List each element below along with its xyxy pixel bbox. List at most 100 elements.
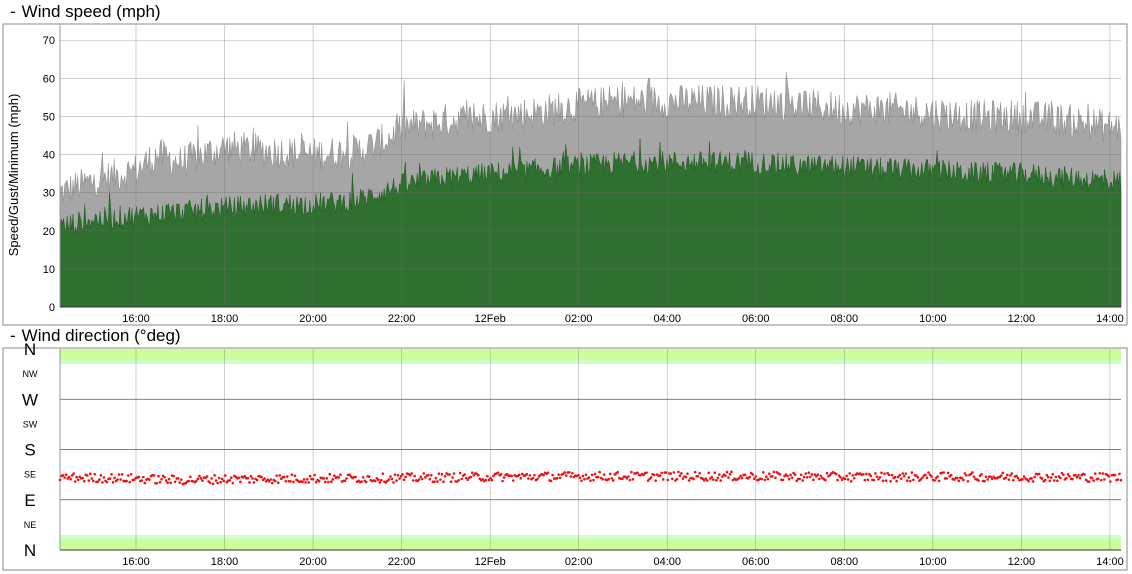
direction-point — [768, 472, 771, 476]
direction-point — [101, 481, 104, 484]
wind-speed-collapse-toggle[interactable]: - — [10, 2, 16, 21]
direction-point — [711, 478, 715, 481]
direction-point — [275, 474, 279, 477]
direction-point — [743, 473, 747, 477]
wind-speed-panel-header: - Wind speed (mph) — [10, 2, 161, 22]
direction-point — [631, 478, 635, 481]
direction-point — [1062, 473, 1065, 477]
direction-point — [825, 471, 829, 475]
direction-point — [360, 480, 363, 483]
direction-point — [912, 478, 915, 482]
direction-point — [1078, 476, 1082, 480]
direction-point — [248, 481, 251, 484]
direction-point — [364, 480, 368, 484]
direction-point — [69, 477, 72, 481]
direction-point — [771, 475, 774, 478]
direction-point — [563, 471, 567, 474]
direction-y-tick-label: N — [24, 340, 36, 359]
direction-point — [1083, 473, 1086, 476]
direction-point — [449, 480, 453, 484]
direction-point — [1092, 479, 1096, 482]
direction-point — [160, 477, 163, 481]
direction-point — [260, 475, 263, 479]
direction-point — [273, 479, 277, 483]
direction-point — [487, 478, 491, 482]
direction-point — [1006, 473, 1009, 477]
direction-point — [704, 477, 707, 480]
direction-point — [924, 473, 927, 477]
direction-point — [852, 476, 856, 480]
direction-point — [163, 475, 166, 479]
direction-point — [128, 480, 132, 484]
speed-y-tick-label: 50 — [43, 111, 55, 123]
direction-point — [105, 480, 109, 484]
direction-point — [863, 478, 867, 482]
direction-point — [851, 474, 855, 477]
direction-point — [502, 476, 506, 479]
direction-point — [625, 477, 629, 480]
direction-x-tick-label: 10:00 — [919, 556, 947, 568]
direction-point — [542, 473, 545, 477]
direction-point — [956, 476, 959, 480]
direction-point — [1004, 476, 1008, 480]
direction-point — [666, 478, 670, 482]
direction-point — [877, 477, 880, 481]
direction-point — [551, 473, 554, 477]
direction-point — [290, 473, 294, 477]
direction-point — [937, 479, 941, 483]
speed-y-tick-label: 20 — [43, 226, 55, 238]
direction-point — [977, 479, 980, 482]
direction-point — [761, 471, 765, 474]
direction-point — [442, 480, 445, 483]
direction-point — [331, 478, 335, 481]
direction-point — [878, 475, 882, 479]
direction-point — [164, 479, 168, 482]
direction-point — [229, 476, 233, 480]
direction-point — [64, 473, 68, 476]
direction-point — [470, 471, 474, 475]
direction-point — [499, 473, 503, 476]
wind-direction-collapse-toggle[interactable]: - — [10, 326, 16, 345]
direction-point — [751, 473, 754, 476]
direction-point — [869, 474, 873, 478]
direction-point — [82, 479, 86, 483]
speed-y-tick-label: 60 — [43, 73, 55, 85]
direction-point — [263, 477, 266, 480]
direction-point — [1033, 475, 1036, 479]
direction-point — [564, 474, 568, 477]
direction-point — [304, 481, 307, 484]
direction-point — [117, 473, 121, 476]
direction-point — [289, 480, 292, 483]
direction-point — [681, 477, 685, 480]
direction-point — [434, 476, 438, 480]
direction-point — [1030, 477, 1033, 480]
direction-point — [980, 472, 983, 476]
direction-point — [737, 476, 741, 480]
direction-point — [481, 477, 485, 481]
direction-point — [110, 473, 113, 476]
direction-point — [313, 473, 316, 477]
direction-point — [361, 476, 365, 479]
direction-point — [176, 477, 180, 480]
direction-point — [658, 474, 662, 477]
direction-point — [909, 479, 912, 483]
direction-point — [70, 474, 74, 477]
direction-point — [607, 477, 610, 481]
direction-point — [808, 475, 812, 479]
direction-point — [942, 471, 945, 474]
direction-point — [169, 481, 172, 485]
direction-point — [786, 474, 789, 478]
direction-point — [167, 477, 171, 481]
direction-point — [187, 479, 191, 483]
direction-band — [60, 534, 1121, 539]
direction-point — [701, 477, 704, 481]
speed-y-axis-label: Speed/Gust/Minimum (mph) — [6, 94, 21, 257]
direction-y-tick-label: NW — [23, 369, 38, 379]
direction-point — [533, 473, 536, 477]
direction-point — [490, 478, 494, 482]
direction-point — [199, 477, 203, 480]
direction-point — [222, 479, 225, 483]
direction-point — [451, 476, 454, 479]
direction-point — [1056, 479, 1059, 483]
direction-point — [849, 479, 853, 483]
